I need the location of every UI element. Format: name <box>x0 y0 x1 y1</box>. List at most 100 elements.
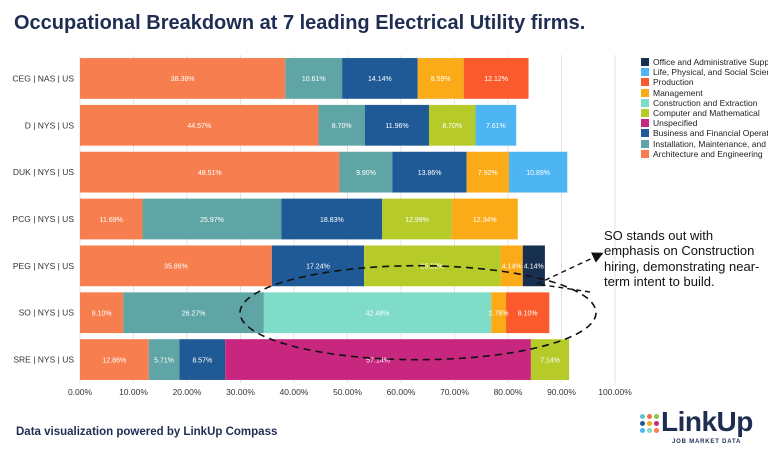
bar-segment <box>475 104 517 146</box>
logo-dot <box>647 428 652 433</box>
bar-segment <box>142 198 282 240</box>
y-category-label: SO | NYS | US <box>19 308 75 318</box>
legend-label: Business and Financial Operations <box>653 128 768 139</box>
legend-swatch <box>641 68 649 77</box>
axis-layer: 0.00% 10.00% 20.00% 30.00% 40.00% 50.00% 60.00… <box>12 73 632 397</box>
bar-data-label: 35.86% <box>164 264 188 271</box>
brand-logo: LinkUp JOB MARKET DATA <box>640 406 764 450</box>
bar-data-label: 8.59% <box>431 76 451 83</box>
bar-segment <box>509 151 568 193</box>
y-category-label: PEG | NYS | US <box>13 261 74 271</box>
bar-segment <box>530 339 570 380</box>
bar-data-label: 42.48% <box>366 311 390 318</box>
bar-data-label: 14.14% <box>368 76 392 83</box>
x-tick-label: 30.00% <box>226 387 255 397</box>
y-category-label: DUK | NYS | US <box>13 167 74 177</box>
bar-segment <box>123 292 264 334</box>
logo-dot <box>640 428 645 433</box>
bar-segment <box>491 292 507 334</box>
bar-data-label: 8.57% <box>192 357 212 364</box>
bar-segment <box>225 339 531 380</box>
bar-segment <box>382 198 452 240</box>
bar-data-label: 48.51% <box>198 170 222 177</box>
bar-data-label: 4.14% <box>524 264 544 271</box>
bar-segment <box>80 245 272 287</box>
bar-segment <box>179 339 226 380</box>
labels-layer: 38.38% 10.61% 14.14% 8.59% 12.12% 44.57% 8.70%… <box>92 76 560 364</box>
bar-data-label: 10.89% <box>526 170 550 177</box>
legend-item: Business and Financial Operations <box>641 128 768 138</box>
bar-segment <box>80 151 340 193</box>
bar-data-label: 5.71% <box>154 357 174 364</box>
legend-label: Installation, Maintenance, and Repair <box>653 138 768 149</box>
annotation-ellipse <box>239 264 597 361</box>
bar-data-label: 9.90% <box>356 170 376 177</box>
bar-segment <box>80 198 143 240</box>
bar-data-label: 11.69% <box>100 217 123 224</box>
logo-dot <box>640 421 645 426</box>
legend-item: Production <box>641 77 768 87</box>
bar-data-label: 4.14% <box>502 264 522 271</box>
bar-data-label: 44.57% <box>187 123 211 130</box>
legend-label: Construction and Extraction <box>653 97 758 108</box>
legend-swatch <box>641 58 649 67</box>
logo-dot <box>640 414 645 419</box>
bar-segment <box>342 58 418 99</box>
y-category-label: CEG | NAS | US <box>12 73 74 83</box>
bar-data-label: 57.14% <box>366 357 390 364</box>
bar-segment <box>281 198 383 240</box>
x-tick-label: 10.00% <box>119 387 148 397</box>
legend-swatch <box>641 119 649 128</box>
legend-item: Office and Administrative Support <box>641 57 768 67</box>
y-category-label: PCG | NYS | US <box>12 214 74 224</box>
bar-segment <box>80 58 286 99</box>
brand-name: LinkUp <box>661 406 753 437</box>
x-tick-label: 20.00% <box>173 387 202 397</box>
bar-data-label: 7.92% <box>478 170 498 177</box>
bar-data-label: 26.27% <box>182 311 206 318</box>
bar-data-label: 38.38% <box>171 76 195 83</box>
bar-data-label: 10.61% <box>302 76 326 83</box>
bar-segment <box>417 58 464 99</box>
legend-swatch <box>641 129 649 138</box>
legend-item: Computer and Mathematical <box>641 108 768 118</box>
bar-data-label: 13.86% <box>418 170 442 177</box>
brand-tagline: JOB MARKET DATA <box>672 439 742 445</box>
bar-data-label: 11.96% <box>385 123 408 130</box>
bar-segment <box>80 339 149 380</box>
bar-data-label: 12.99% <box>405 217 429 224</box>
bar-segment <box>148 339 180 380</box>
x-tick-label: 90.00% <box>547 387 576 397</box>
legend-item: Architecture and Engineering <box>641 149 768 159</box>
chart-title: Occupational Breakdown at 7 leading Elec… <box>14 12 586 34</box>
legend-label: Office and Administrative Support <box>653 57 768 68</box>
logo-dot <box>654 428 659 433</box>
legend-item: Life, Physical, and Social Science <box>641 67 768 77</box>
bar-segment <box>428 104 476 146</box>
bar-segment <box>392 151 467 193</box>
legend-swatch <box>641 88 649 97</box>
bars-layer <box>80 58 570 380</box>
bar-segment <box>263 292 492 334</box>
legend-label: Production <box>653 77 694 88</box>
legend-swatch <box>641 98 649 107</box>
bar-segment <box>271 245 365 287</box>
logo-dot <box>654 414 659 419</box>
bar-segment <box>466 151 510 193</box>
chart-legend: Office and Administrative Support Life, P… <box>641 57 768 159</box>
bar-segment <box>506 292 550 334</box>
annotation-layer <box>239 252 604 361</box>
bar-data-label: 8.70% <box>332 123 352 130</box>
x-tick-label: 80.00% <box>494 387 523 397</box>
legend-item: Construction and Extraction <box>641 98 768 108</box>
annotation-text: SO stands out with emphasis on Construct… <box>604 228 760 289</box>
x-tick-label: 100.00% <box>598 387 632 397</box>
y-category-label: D | NYS | US <box>25 120 75 130</box>
x-tick-label: 60.00% <box>387 387 416 397</box>
bar-segment <box>463 58 529 99</box>
legend-item: Unspecified <box>641 118 768 128</box>
bar-segment <box>318 104 365 146</box>
annotation-arrow <box>536 252 604 285</box>
bar-data-label: 25.52% <box>420 264 444 271</box>
bar-data-label: 7.14% <box>540 357 560 364</box>
